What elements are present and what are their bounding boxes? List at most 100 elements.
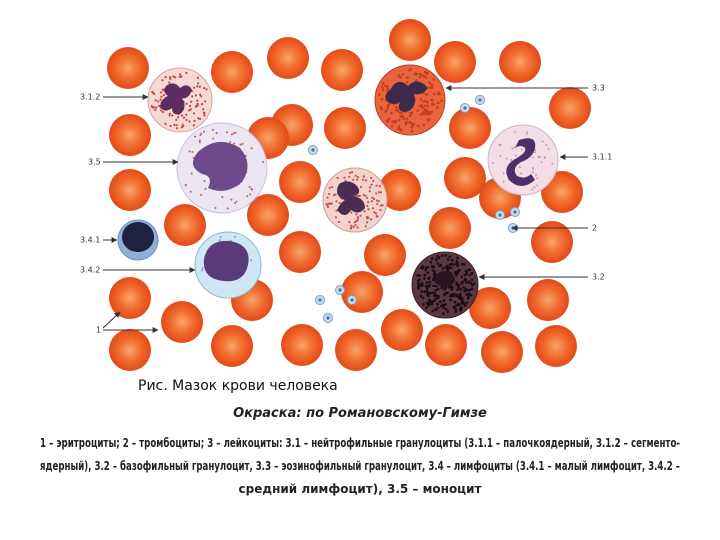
granule xyxy=(375,192,378,195)
granule xyxy=(169,124,172,128)
granule xyxy=(499,143,502,146)
erythrocyte xyxy=(335,329,377,371)
granule xyxy=(436,101,440,105)
granule xyxy=(502,180,505,183)
granule xyxy=(422,100,425,103)
granule xyxy=(468,293,471,296)
granule xyxy=(433,299,436,302)
granule xyxy=(181,123,184,126)
granule xyxy=(421,112,424,115)
granule xyxy=(198,141,201,144)
granule xyxy=(160,109,163,112)
granule xyxy=(192,86,196,89)
granule xyxy=(532,156,534,159)
granule xyxy=(192,112,196,115)
granule xyxy=(402,117,405,121)
granule xyxy=(461,297,464,300)
granule xyxy=(372,197,376,201)
granule xyxy=(464,304,467,307)
granule xyxy=(401,73,405,76)
granule xyxy=(425,281,429,284)
granule xyxy=(443,293,447,296)
granule xyxy=(434,297,438,300)
granule xyxy=(397,127,400,130)
nucleus xyxy=(385,81,428,112)
erythrocyte xyxy=(109,114,151,156)
granule xyxy=(369,186,372,189)
granule xyxy=(164,76,167,79)
granule xyxy=(422,123,426,127)
label: 2 xyxy=(592,224,597,233)
thrombocyte-core xyxy=(463,106,467,110)
erythrocyte xyxy=(341,271,383,313)
granule xyxy=(356,226,359,229)
erythrocyte xyxy=(321,49,363,91)
granule xyxy=(184,184,187,187)
granule xyxy=(432,92,436,96)
granule xyxy=(364,225,367,228)
granule xyxy=(510,159,513,161)
granule xyxy=(376,215,379,218)
granule xyxy=(430,110,434,114)
granule xyxy=(418,72,422,76)
granule xyxy=(431,265,434,269)
granule xyxy=(434,258,438,262)
granule xyxy=(432,78,435,81)
granule xyxy=(430,98,433,102)
granule xyxy=(459,294,463,298)
granule xyxy=(386,87,390,91)
granule xyxy=(330,202,333,205)
granule xyxy=(418,274,422,277)
granule xyxy=(498,144,501,146)
erythrocyte xyxy=(107,47,149,89)
erythrocyte xyxy=(109,169,151,211)
granule xyxy=(532,167,534,169)
granule xyxy=(377,199,380,203)
granule xyxy=(413,72,417,76)
granule xyxy=(543,157,546,159)
granule xyxy=(172,75,175,78)
cells xyxy=(107,19,591,373)
erythrocyte xyxy=(425,324,467,366)
granule xyxy=(424,266,428,269)
granule xyxy=(406,76,409,79)
granule xyxy=(451,285,454,289)
granule xyxy=(458,268,461,272)
granule xyxy=(164,122,167,125)
granule xyxy=(393,120,397,124)
granule xyxy=(251,188,254,191)
granule xyxy=(429,300,432,303)
granule xyxy=(198,139,201,142)
granule xyxy=(422,92,426,95)
granule xyxy=(435,284,438,288)
granule xyxy=(379,204,382,207)
nucleus xyxy=(160,83,192,115)
granule xyxy=(221,196,224,199)
granule xyxy=(356,194,360,197)
granule xyxy=(378,93,381,96)
granule xyxy=(526,131,529,133)
granule xyxy=(419,294,423,298)
granule xyxy=(348,171,352,174)
granule xyxy=(536,184,539,187)
granule xyxy=(450,294,453,298)
granule xyxy=(511,147,514,150)
granule xyxy=(457,286,461,290)
granule xyxy=(158,104,161,107)
granule xyxy=(428,81,431,84)
granule xyxy=(335,200,338,203)
nucleus xyxy=(506,138,536,186)
granule xyxy=(397,74,401,77)
granule xyxy=(379,208,382,212)
erythrocyte xyxy=(469,287,511,329)
granule xyxy=(194,135,197,138)
granule xyxy=(532,168,535,171)
granule xyxy=(229,141,232,144)
granule xyxy=(418,278,421,281)
nucleus xyxy=(337,181,365,215)
granule xyxy=(457,283,461,287)
granule xyxy=(470,278,474,282)
granule xyxy=(352,225,355,229)
granule xyxy=(201,267,204,270)
granule xyxy=(446,310,450,313)
